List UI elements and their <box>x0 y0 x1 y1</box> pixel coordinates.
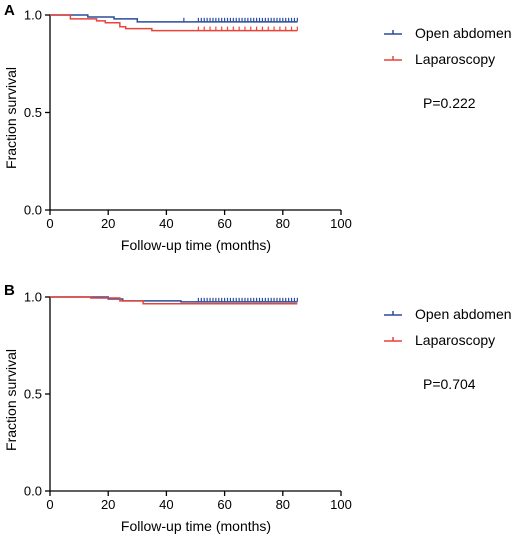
p-value-annotation: P=0.704 <box>423 376 476 392</box>
plot-area <box>50 296 298 305</box>
axes: 0 20 40 60 80 100 0.0 0.5 1.0 <box>24 290 352 513</box>
legend-label-open-abdomen: Open abdomen <box>415 306 512 322</box>
p-value-annotation: P=0.222 <box>423 95 476 111</box>
x-tick-label: 80 <box>276 497 290 512</box>
legend-entry-open-abdomen: Open abdomen <box>384 25 512 41</box>
y-axis-label: Fraction survival <box>3 349 19 451</box>
x-tick-label: 100 <box>330 216 352 231</box>
y-tick-label: 1.0 <box>24 290 42 305</box>
legend-entry-laparoscopy: Laparoscopy <box>384 332 495 348</box>
legend-label-open-abdomen: Open abdomen <box>415 25 512 41</box>
x-tick-label: 20 <box>101 497 115 512</box>
x-tick-label: 40 <box>159 216 173 231</box>
axes: 0 20 40 60 80 100 0.0 0.5 1.0 <box>24 8 352 232</box>
plot-area <box>50 14 298 32</box>
y-tick-label: 0.5 <box>24 387 42 402</box>
legend-label-laparoscopy: Laparoscopy <box>415 332 495 348</box>
panel-label: A <box>4 2 15 19</box>
x-tick-label: 0 <box>46 497 53 512</box>
y-tick-label: 0.5 <box>24 105 42 120</box>
legend: Open abdomen Laparoscopy <box>384 25 512 67</box>
x-tick-label: 40 <box>159 497 173 512</box>
y-axis-label: Fraction survival <box>3 67 19 169</box>
legend-label-laparoscopy: Laparoscopy <box>415 51 495 67</box>
y-tick-label: 0.0 <box>24 484 42 499</box>
x-tick-label: 60 <box>217 216 231 231</box>
legend-entry-open-abdomen: Open abdomen <box>384 306 512 322</box>
y-tick-label: 0.0 <box>24 203 42 218</box>
x-tick-label: 20 <box>101 216 115 231</box>
series-line-laparoscopy <box>50 14 298 32</box>
panel-label: B <box>4 282 15 299</box>
x-axis-label: Follow-up time (months) <box>121 518 271 534</box>
series-line-open-abdomen <box>50 14 298 23</box>
x-tick-label: 0 <box>46 216 53 231</box>
x-tick-label: 100 <box>330 497 352 512</box>
panel-b: B Fraction survival Follow-up time (mont… <box>3 282 512 534</box>
legend-entry-laparoscopy: Laparoscopy <box>384 51 495 67</box>
series-line-laparoscopy <box>50 296 298 305</box>
x-tick-label: 80 <box>276 216 290 231</box>
y-tick-label: 1.0 <box>24 8 42 23</box>
x-tick-label: 60 <box>217 497 231 512</box>
panel-a: A Fraction survival Follow-up time (mont… <box>3 2 512 253</box>
legend: Open abdomen Laparoscopy <box>384 306 512 348</box>
x-axis-label: Follow-up time (months) <box>121 237 271 253</box>
